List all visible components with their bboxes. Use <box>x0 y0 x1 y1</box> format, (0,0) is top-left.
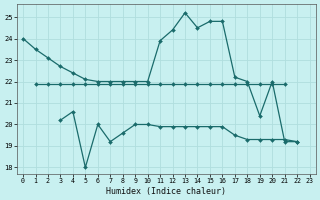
X-axis label: Humidex (Indice chaleur): Humidex (Indice chaleur) <box>106 187 226 196</box>
